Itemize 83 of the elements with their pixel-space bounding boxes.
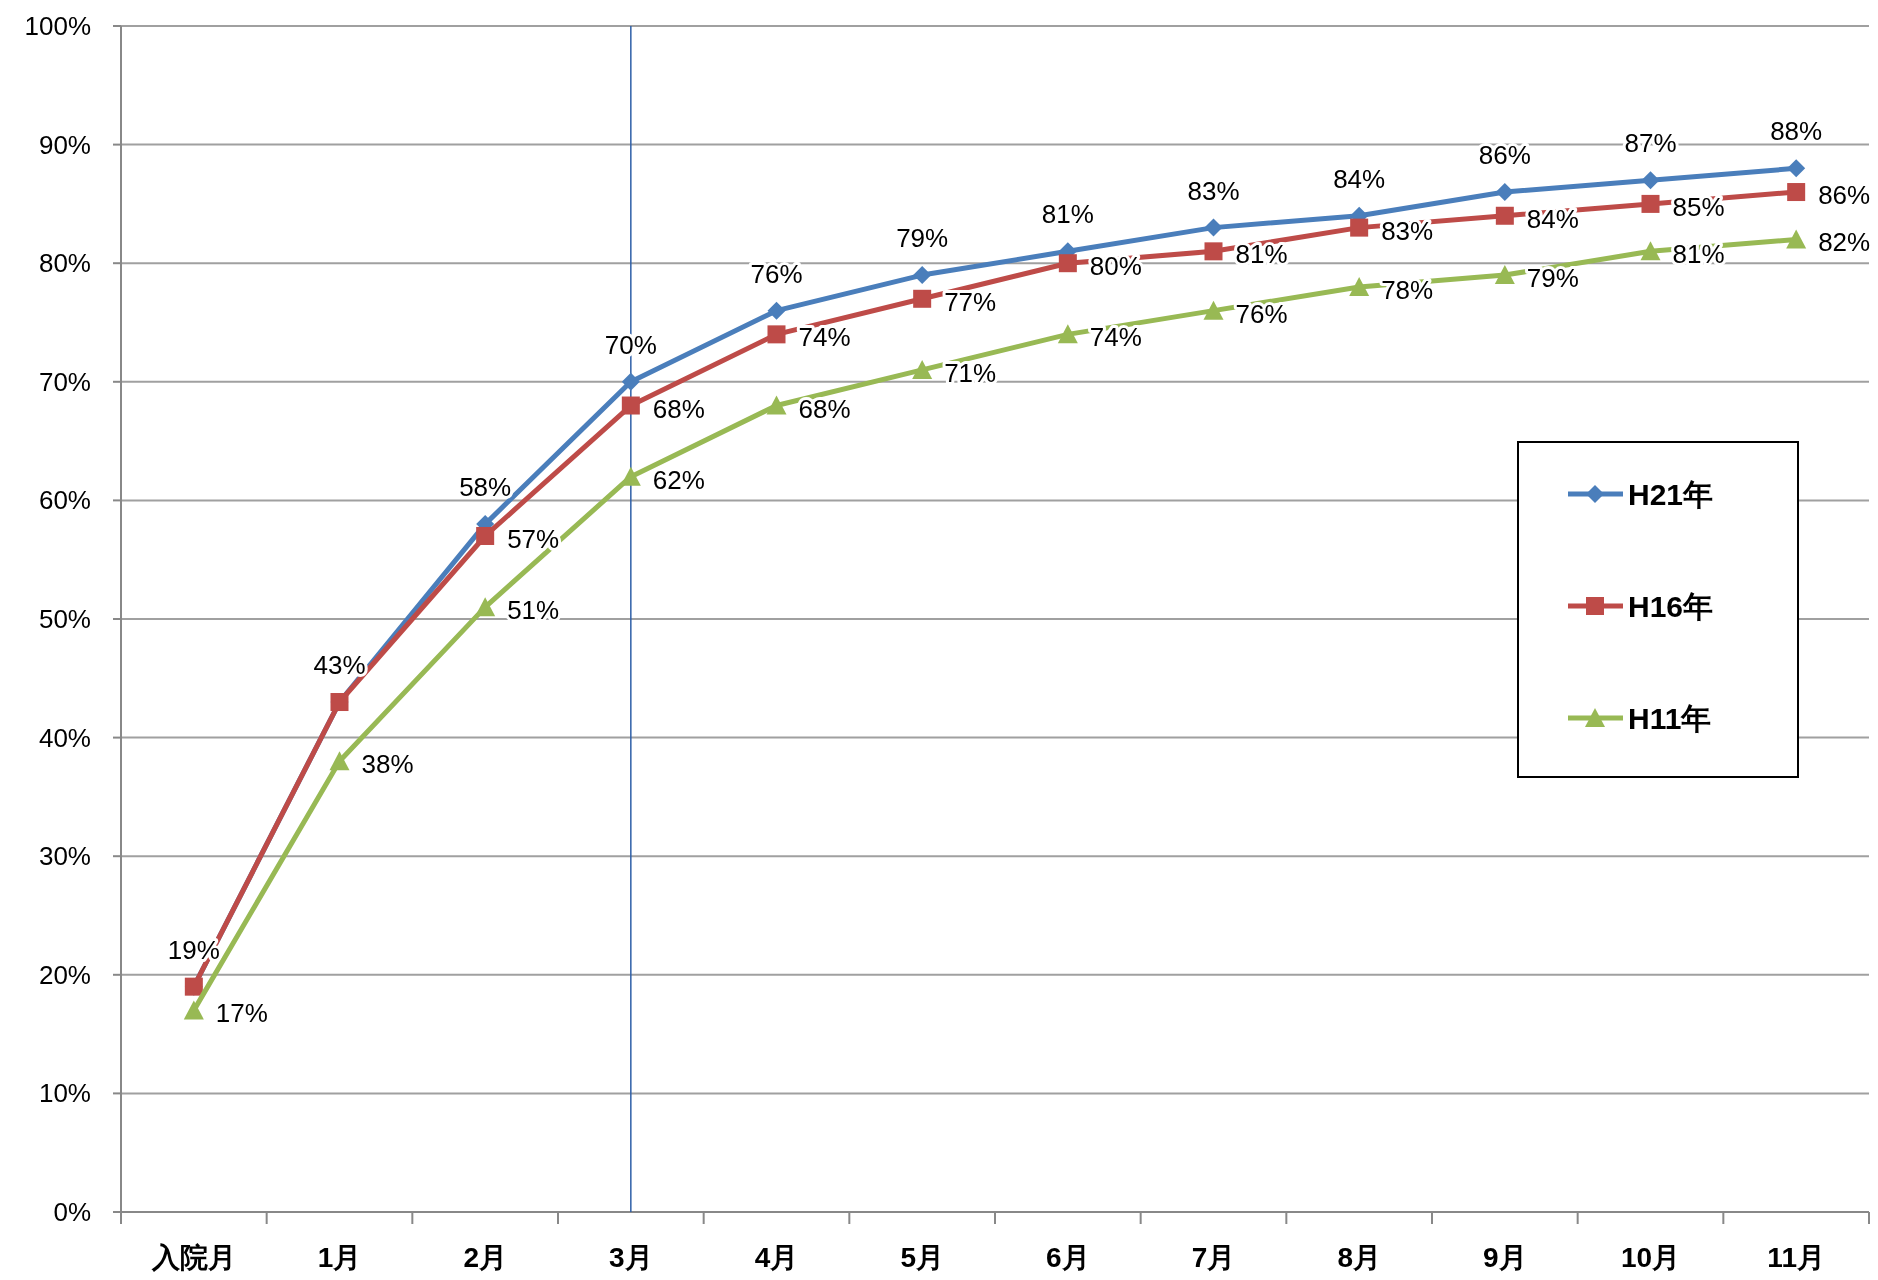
data-label: 58% <box>459 472 512 503</box>
y-tick-label: 20% <box>38 959 91 990</box>
legend-label: H11年 <box>1628 701 1712 735</box>
data-label: 51% <box>507 595 560 626</box>
y-tick-label: 30% <box>38 841 91 872</box>
data-label: 62% <box>652 464 705 495</box>
legend-label: H21年 <box>1628 477 1714 511</box>
y-tick-label: 90% <box>38 129 91 160</box>
data-label: 86% <box>1478 140 1531 171</box>
data-label: 74% <box>1089 322 1142 353</box>
data-label: 76% <box>750 258 803 289</box>
point <box>621 372 640 391</box>
point <box>1204 242 1223 261</box>
point <box>1203 300 1224 320</box>
point <box>1350 218 1369 237</box>
x-tick-label: 入院月 <box>150 1242 236 1273</box>
point <box>1058 254 1077 273</box>
data-label: 38% <box>361 749 414 780</box>
x-tick-label: 4月 <box>754 1242 799 1273</box>
x-tick-label: 6月 <box>1046 1242 1090 1273</box>
y-tick-label: 0% <box>53 1197 91 1227</box>
x-tick-label: 7月 <box>1191 1242 1236 1273</box>
point <box>1495 206 1514 225</box>
point <box>183 1000 204 1020</box>
point <box>767 325 786 344</box>
data-label: 81% <box>1041 199 1094 230</box>
x-tick-label: 11月 <box>1767 1242 1825 1273</box>
data-label: 88% <box>1770 116 1823 147</box>
point <box>329 751 350 771</box>
y-tick-label: 100% <box>24 11 91 41</box>
data-label: 83% <box>1187 175 1240 206</box>
point <box>913 266 932 285</box>
data-label: 83% <box>1381 215 1434 246</box>
data-label: 87% <box>1624 128 1677 159</box>
data-label: 86% <box>1818 180 1871 211</box>
y-tick-label: 50% <box>38 604 91 634</box>
y-tick-label: 70% <box>38 366 91 397</box>
x-tick-label: 2月 <box>463 1242 507 1273</box>
point <box>1787 159 1806 178</box>
data-label: 81% <box>1672 239 1725 270</box>
data-label: 79% <box>896 223 949 254</box>
data-label: 57% <box>507 523 560 554</box>
point <box>912 359 933 379</box>
point <box>1786 229 1807 249</box>
y-tick-label: 10% <box>38 1078 91 1109</box>
point <box>1787 183 1806 202</box>
data-label: 80% <box>1089 251 1142 282</box>
x-tick-label: 3月 <box>609 1242 653 1273</box>
point <box>1640 241 1661 261</box>
data-label: 81% <box>1235 239 1288 270</box>
point <box>1641 171 1660 190</box>
data-label: 77% <box>944 286 997 317</box>
data-label: 43% <box>313 650 366 681</box>
x-tick-label: 10月 <box>1620 1242 1681 1273</box>
y-tick-label: 40% <box>38 722 91 753</box>
x-tick-label: 8月 <box>1337 1242 1381 1273</box>
point <box>476 526 495 545</box>
x-tick-label: 9月 <box>1483 1242 1527 1273</box>
data-label: 76% <box>1235 298 1288 329</box>
data-label: 17% <box>215 998 268 1029</box>
x-tick-label: 1月 <box>317 1242 362 1273</box>
point <box>767 301 786 320</box>
y-tick-label: 60% <box>38 485 91 516</box>
point <box>475 597 496 617</box>
point <box>766 395 787 415</box>
point <box>621 396 640 415</box>
point <box>1057 324 1078 344</box>
data-label: 68% <box>798 393 851 424</box>
data-label: 74% <box>798 322 851 353</box>
data-label: 68% <box>652 393 705 424</box>
data-label: 71% <box>944 357 997 388</box>
point <box>1495 183 1514 202</box>
point <box>913 289 932 308</box>
point <box>1641 194 1660 213</box>
point <box>1204 218 1223 237</box>
point <box>1494 265 1515 285</box>
y-tick-label: 80% <box>38 248 91 279</box>
point <box>1349 276 1370 296</box>
data-label: 84% <box>1333 163 1386 194</box>
legend-label: H16年 <box>1628 589 1714 623</box>
data-label: 79% <box>1526 263 1579 294</box>
data-label: 82% <box>1818 227 1871 258</box>
x-tick-label: 5月 <box>900 1242 944 1273</box>
